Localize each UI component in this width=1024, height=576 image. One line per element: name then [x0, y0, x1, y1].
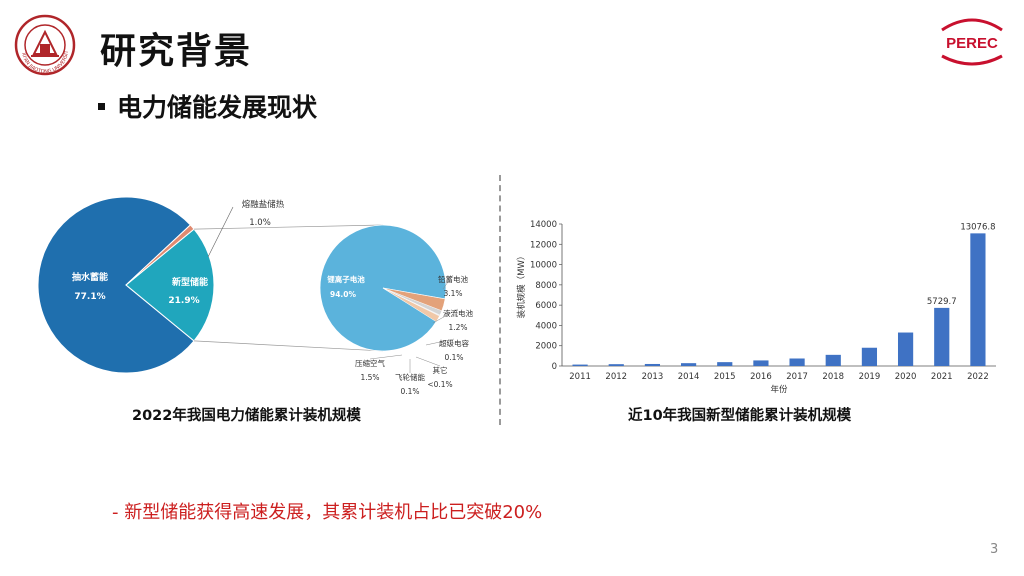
y-tick-label: 8000 [535, 281, 557, 291]
main-pie-slice-0 [37, 196, 195, 374]
bar-2014 [680, 363, 697, 366]
label-flow-battery-leader [432, 308, 459, 324]
label-molten-salt-value: 1.0% [249, 218, 271, 228]
label-flow-battery-name: 液流电池 [443, 308, 473, 318]
x-tick-label: 2021 [931, 372, 953, 382]
connector-line-top [193, 224, 384, 230]
y-tick-label: 12000 [530, 240, 557, 250]
label-compressed-air-value: 1.5% [360, 373, 379, 382]
label-new-storage-value: 21.9% [168, 296, 199, 306]
figure-divider [499, 175, 501, 425]
label-supercapacitor-leader [425, 338, 455, 346]
x-tick-label: 2019 [859, 372, 881, 382]
x-tick-label: 2020 [895, 372, 917, 382]
label-new-storage-name: 新型储能 [172, 276, 208, 288]
label-other-leader [415, 356, 441, 367]
x-tick-label: 2012 [605, 372, 627, 382]
label-lead-acid-leader [442, 274, 454, 290]
x-tick-label: 2016 [750, 372, 772, 382]
bar-2021 [934, 307, 950, 366]
bar-2017 [789, 358, 805, 366]
label-other-name: 其它 [433, 365, 448, 375]
bar-2019 [861, 347, 878, 366]
label-flywheel-name: 飞轮储能 [395, 372, 425, 382]
leader-line-molten-salt [207, 206, 234, 258]
y-tick-label: 10000 [530, 261, 557, 271]
bar-2022 [970, 233, 986, 366]
section-heading-text: 电力储能发展现状 [117, 93, 318, 122]
x-tick-label: 2015 [714, 372, 736, 382]
label-other-value: <0.1% [427, 380, 452, 389]
y-tick-label: 0 [552, 362, 557, 372]
university-seal-logo: XI'AN JIAOTONG UNIVERSITY [11, 10, 76, 76]
right-figure-caption: 近10年我国新型储能累计装机规模 [628, 408, 852, 424]
bar-2012 [608, 364, 624, 366]
label-supercapacitor-value: 0.1% [444, 353, 463, 362]
bar-2020 [897, 332, 914, 366]
main-pie-slice-1 [125, 228, 215, 342]
bullet-square-icon [98, 102, 105, 110]
perec-logo-text: PEREC [946, 35, 998, 52]
storage-pie-figure: 抽水蓄能 77.1% 新型储能 21.9% 熔融盐储热 1.0% 锂离子电池 94.0% 铅蓄电… [37, 185, 498, 404]
y-tick-label: 6000 [535, 301, 557, 311]
y-tick-label: 2000 [535, 342, 557, 352]
connector-line-bottom [193, 340, 384, 352]
label-pumped-hydro-value: 77.1% [74, 292, 105, 302]
label-compressed-air-name: 压缩空气 [355, 358, 385, 368]
label-lead-acid-value: 3.1% [443, 289, 462, 298]
y-tick-label: 4000 [535, 321, 557, 331]
perec-logo: PEREC [934, 16, 1010, 66]
data-label-2022: 13076.8 [960, 222, 995, 232]
conclusion-text: - 新型储能获得高速发展，其累计装机占比已突破20% [112, 502, 543, 523]
label-molten-salt-name: 熔融盐储热 [242, 199, 285, 210]
slide-title: 研究背景 [100, 31, 253, 72]
label-lead-acid-name: 铅蓄电池 [438, 274, 468, 284]
bar-2011 [572, 364, 588, 366]
bar-2015 [717, 362, 733, 366]
page-number: 3 [990, 542, 999, 557]
data-label-2021: 5729.7 [927, 297, 957, 307]
label-flow-battery-value: 1.2% [448, 323, 467, 332]
bar-2016 [753, 360, 769, 366]
x-axis-label: 年份 [770, 384, 788, 395]
y-axis-label: 装机规模（MW） [516, 252, 527, 319]
bar-2013 [644, 363, 661, 366]
x-tick-label: 2022 [967, 372, 989, 382]
section-heading: 电力储能发展现状 [98, 88, 317, 124]
label-li-ion-value: 94.0% [330, 290, 357, 299]
sub-pie-slice-6 [382, 287, 440, 323]
new-storage-bar-chart: 0 2000 4000 6000 8000 10000 12000 14000 2011 2012… [512, 212, 1007, 401]
x-tick-label: 2011 [569, 372, 591, 382]
label-supercapacitor-name: 超级电容 [439, 338, 469, 348]
x-tick-label: 2017 [786, 372, 808, 382]
label-compressed-air-leader [369, 354, 403, 360]
main-pie-slice-2 [125, 224, 195, 286]
x-tick-label: 2014 [678, 372, 700, 382]
x-tick-label: 2013 [642, 372, 664, 382]
label-flywheel-value: 0.1% [400, 387, 419, 396]
label-li-ion-name: 锂离子电池 [327, 274, 365, 284]
bar-2018 [825, 354, 841, 366]
y-tick-label: 14000 [530, 220, 557, 230]
x-tick-label: 2018 [822, 372, 844, 382]
label-pumped-hydro-name: 抽水蓄能 [72, 271, 108, 283]
left-figure-caption: 2022年我国电力储能累计装机规模 [132, 408, 361, 424]
